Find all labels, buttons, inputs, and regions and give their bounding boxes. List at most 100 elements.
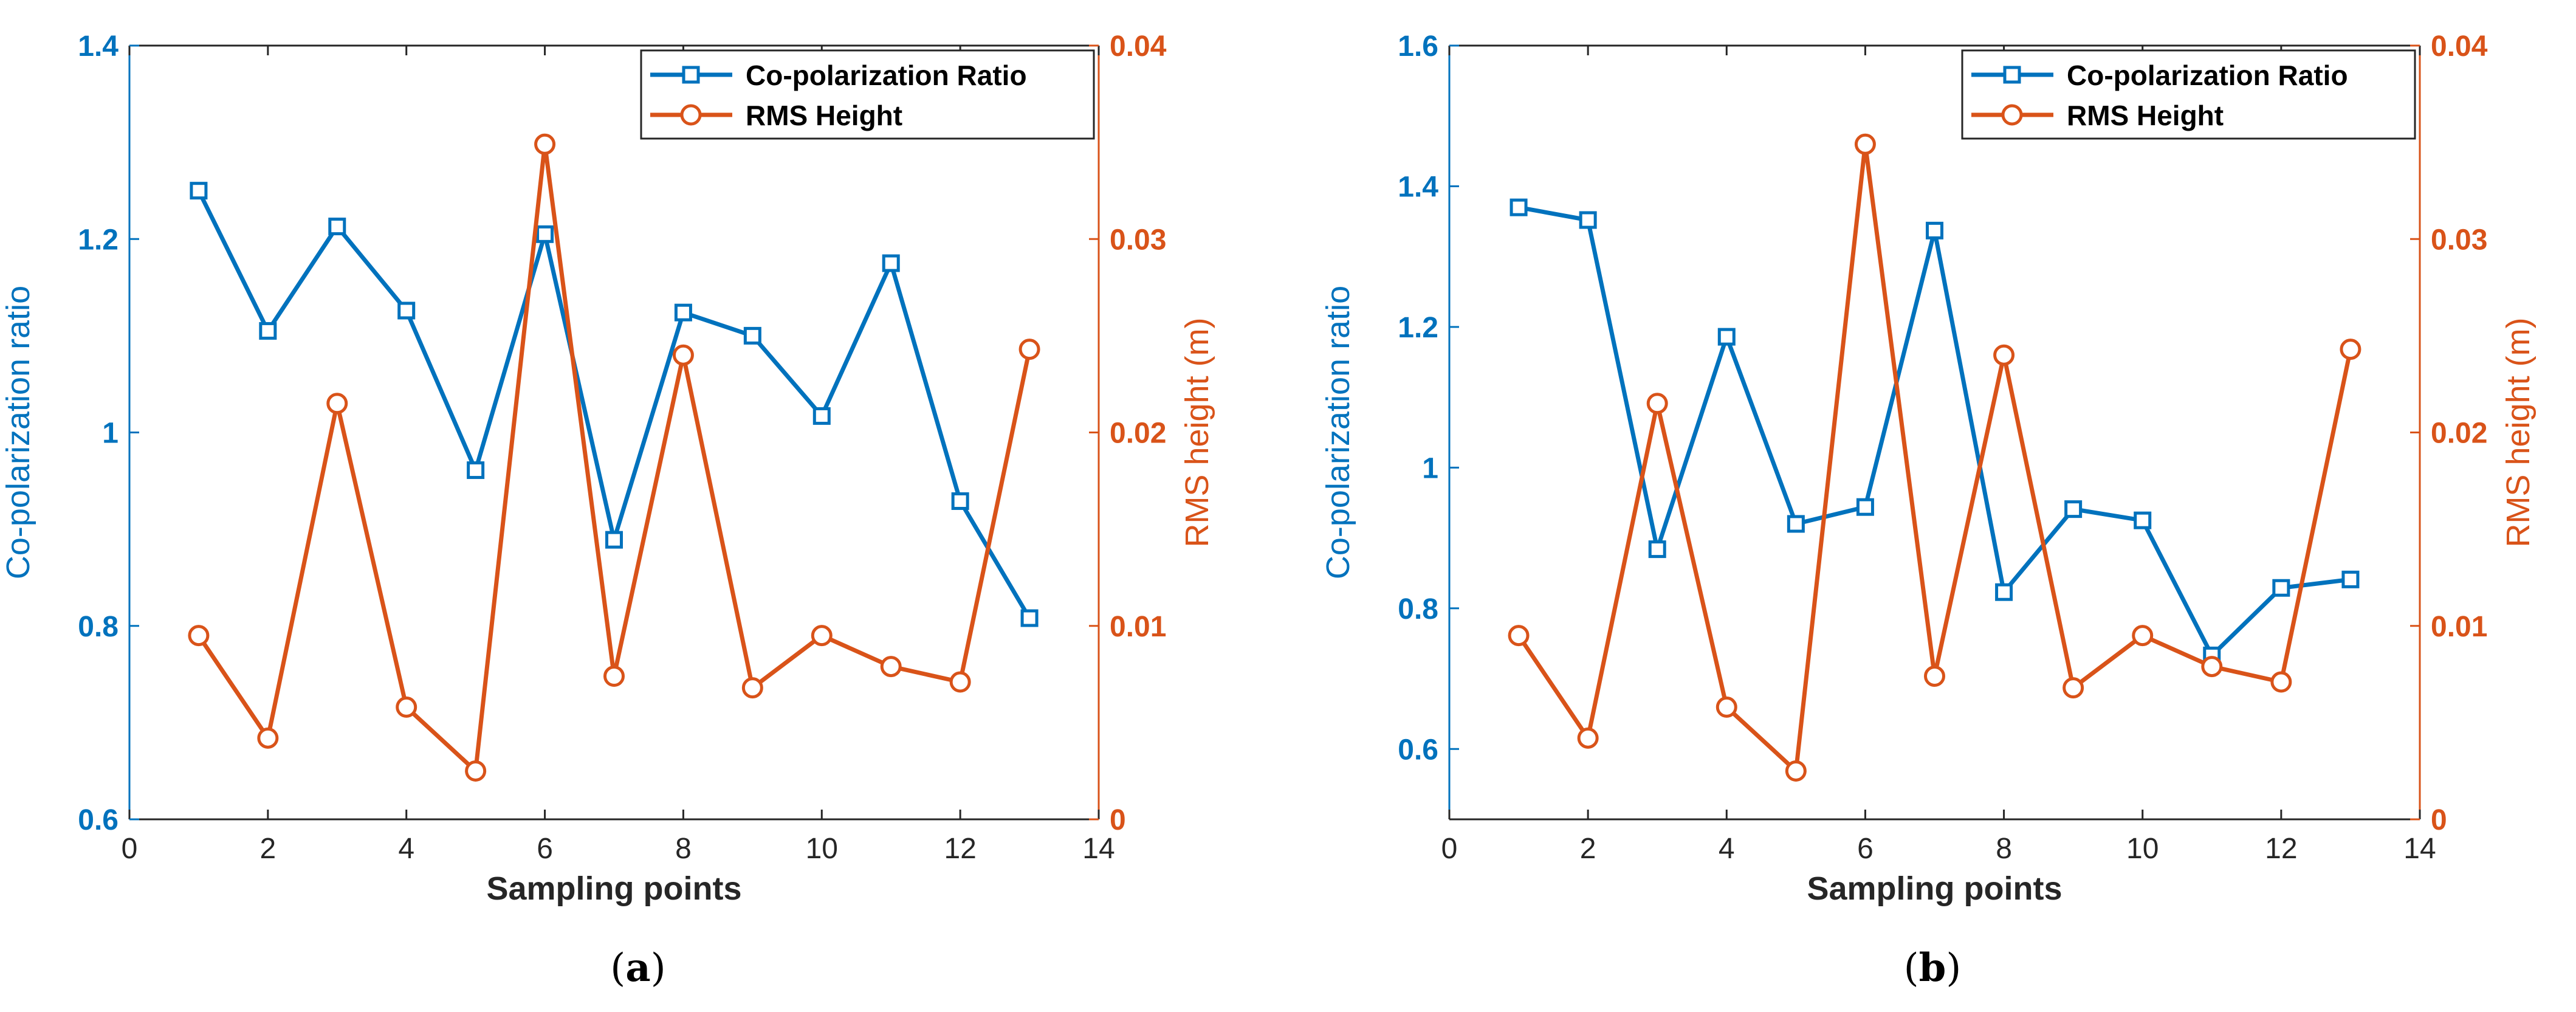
legend-marker-circle [2001,104,2023,126]
chart-a: 0 2 4 6 8 10 12 14 Sampling points 0.6 0.8 1 1.2 1.4 0… [0,30,1215,907]
y-left-tick-label: 1.2 [78,224,118,256]
rms-point [949,671,971,693]
co-pol-point [1020,609,1039,627]
co-pol-point [1787,515,1805,533]
rms-point [257,727,279,749]
x-tick-label: 10 [2126,833,2159,865]
co-pol-point [1856,498,1874,516]
x-tick-label: 4 [398,833,414,865]
x-tick-label: 12 [2265,833,2297,865]
y-right-tick-label: 0.04 [1110,30,1167,63]
co-pol-point [674,303,692,322]
y-right-tick-label: 0.02 [2431,418,2487,450]
co-pol-point [882,254,900,272]
co-pol-point [1995,583,2013,601]
co-pol-point [1717,328,1736,346]
rms-point [672,344,694,366]
rms-point [534,133,556,155]
co-pol-point [743,326,761,345]
rms-point [396,696,417,718]
y-left-tick-label: 0.8 [78,611,118,643]
rms-point [603,665,625,687]
y-right-tick-label: 0.04 [2431,30,2488,63]
series-line-co-pol [196,190,1032,619]
legend-label: Co-polarization Ratio [2067,60,2348,91]
rms-point [326,393,348,415]
x-tick-label: 8 [1996,833,2012,865]
y-right-tick-label: 0 [1110,804,1126,836]
x-tick-label: 0 [122,833,138,865]
y-left-tick-label: 1.4 [78,30,118,63]
y-axis-right-label: RMS height (m) [1179,317,1215,547]
rms-point [1854,133,1876,155]
y-right-tick-label: 0.01 [1110,611,1166,643]
legend-label: Co-polarization Ratio [746,60,1027,91]
y-left-tick-label: 0.6 [1398,734,1438,766]
co-pol-point [2064,500,2083,518]
co-pol-point [1510,198,1528,216]
x-tick-label: 4 [1719,833,1735,865]
y-left-tick-label: 1.2 [1398,312,1438,344]
co-pol-point [397,301,416,320]
rms-point [880,656,902,678]
x-tick-label: 12 [944,833,976,865]
co-pol-point [190,182,208,200]
rms-point [811,625,833,647]
co-pol-point [1579,211,1597,229]
rms-point [1018,339,1040,360]
legend-marker-circle [680,104,702,126]
co-pol-point [259,322,277,340]
legend-marker-square [2003,66,2021,84]
y-left-tick-label: 0.8 [1398,593,1438,625]
y-right-tick-label: 0.01 [2431,611,2487,643]
co-pol-point [2341,570,2360,588]
rms-point [741,677,763,699]
x-tick-label: 10 [806,833,838,865]
x-tick-label: 2 [260,833,276,865]
rms-point [465,760,487,782]
rms-point [1924,665,1945,687]
rms-point [2201,656,2223,678]
y-right-tick-label: 0.02 [1110,418,1166,450]
rms-point [1716,696,1737,718]
legend-box [1961,49,2416,140]
co-pol-point [605,531,623,549]
x-tick-label: 14 [2403,833,2436,865]
rms-point [1785,760,1807,782]
panel-label-a: (a) [610,945,666,991]
x-tick-label: 14 [1082,833,1115,865]
y-axis-right-label: RMS height (m) [2500,317,2537,547]
co-pol-point [536,225,554,243]
rms-point [1577,727,1599,749]
x-tick-label: 0 [1441,833,1458,865]
chart-b: 0 2 4 6 8 10 12 14 Sampling points 0.6 0.8 1 1.2 1.4 1… [1320,30,2537,907]
co-pol-point [2272,579,2290,597]
legend-marker-square [682,66,700,84]
panel-label-b: (b) [1903,945,1962,991]
rms-point [188,625,210,647]
rms-point [1993,344,2015,366]
y-left-tick-label: 0.6 [78,804,118,836]
y-right-tick-label: 0.03 [1110,224,1166,256]
rms-point [2270,671,2292,693]
legend-box [640,49,1095,140]
y-axis-left-label: Co-polarization ratio [1320,286,1356,579]
y-left-tick-label: 1 [1422,452,1438,484]
co-pol-point [1926,221,1943,239]
co-pol-point [812,407,831,425]
rms-point [1508,625,1530,647]
x-axis-label: Sampling points [1807,870,2062,907]
y-right-tick-label: 0 [2431,804,2447,836]
y-right-tick-label: 0.03 [2431,224,2487,256]
x-tick-label: 6 [1857,833,1874,865]
x-axis-label: Sampling points [486,870,741,907]
co-pol-point [328,218,346,236]
co-pol-point [2134,511,2152,529]
co-pol-point [467,461,485,480]
y-left-tick-label: 1 [102,418,118,450]
co-pol-point [1648,540,1666,559]
rms-point [1646,393,1668,415]
x-tick-label: 6 [537,833,553,865]
rms-point [2132,625,2154,647]
